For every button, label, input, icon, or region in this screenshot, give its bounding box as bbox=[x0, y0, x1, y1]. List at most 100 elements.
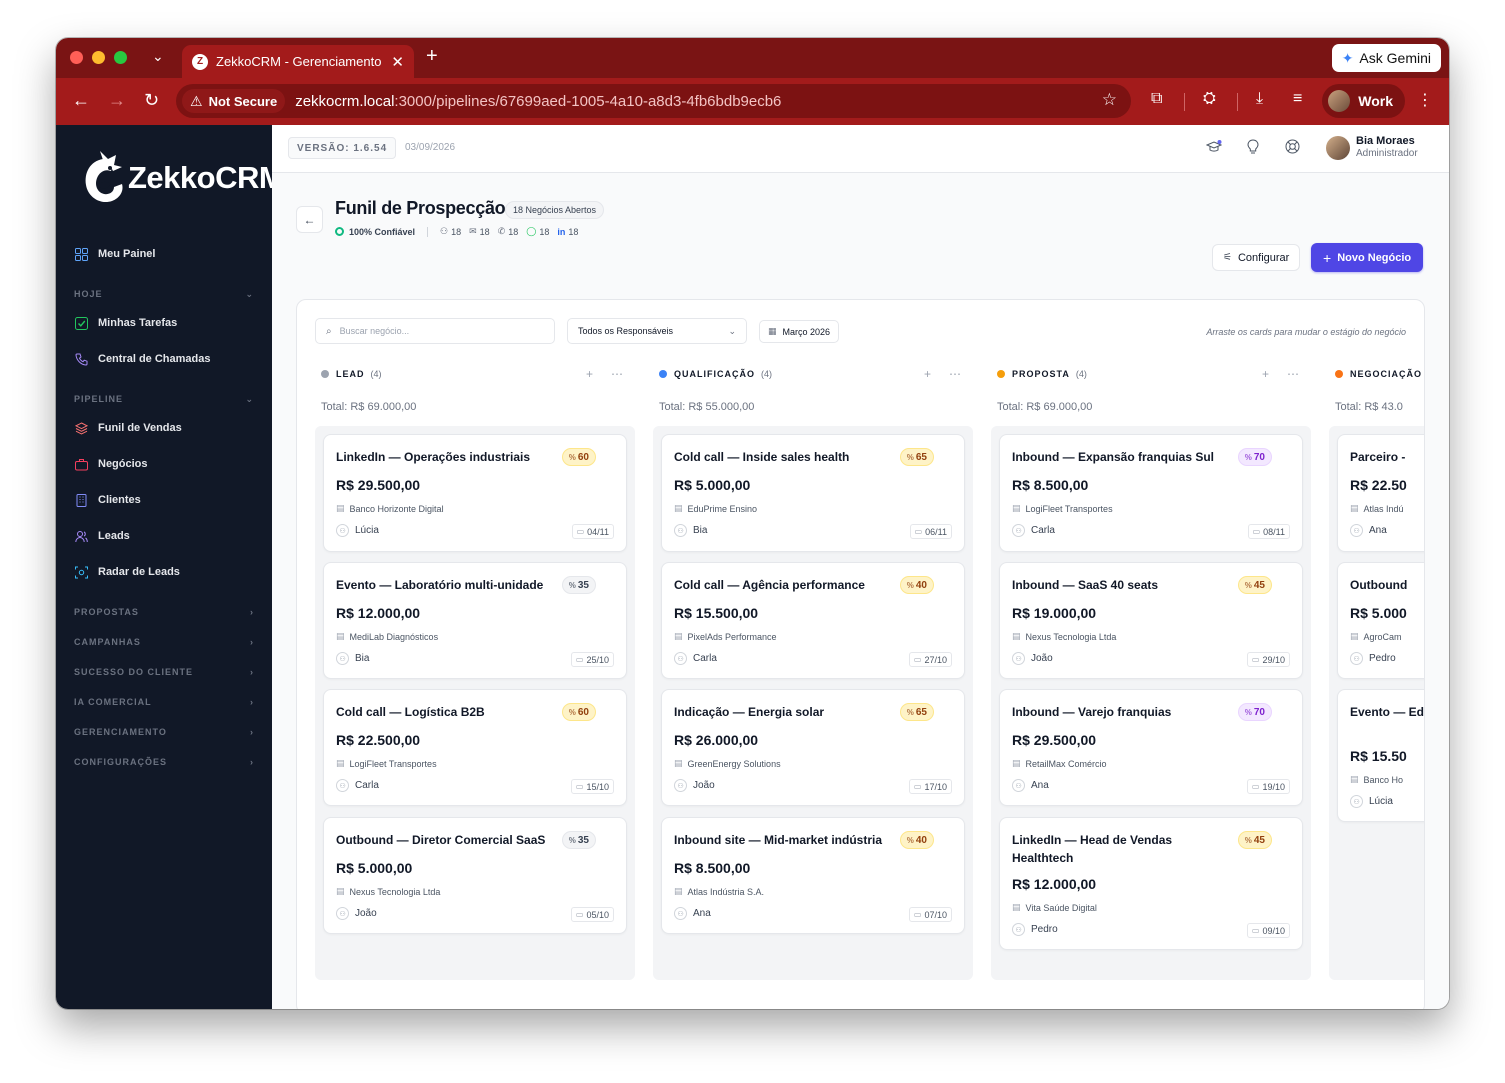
incognito-icon[interactable]: ⛭ bbox=[1203, 90, 1216, 107]
deal-date: ▭ 07/10 bbox=[908, 907, 952, 922]
column-count: (4) bbox=[370, 369, 382, 379]
brand-logo[interactable]: ZekkoCRM bbox=[80, 147, 285, 209]
security-indicator[interactable]: ⚠ Not Secure bbox=[182, 89, 286, 113]
help-lifebuoy-icon[interactable] bbox=[1285, 139, 1300, 158]
column-header: LEAD (4) bbox=[321, 369, 382, 379]
deal-card[interactable]: LinkedIn — Head de Vendas Healthtech% 45 R… bbox=[999, 817, 1303, 950]
new-deal-button[interactable]: + Novo Negócio bbox=[1311, 243, 1424, 272]
more-options-icon[interactable]: ⋯ bbox=[1287, 367, 1299, 381]
deal-card[interactable]: Inbound — SaaS 40 seats% 45 R$ 19.000,00 ▤ N… bbox=[999, 562, 1303, 679]
user-avatar[interactable] bbox=[1326, 136, 1350, 160]
lightbulb-icon[interactable] bbox=[1246, 139, 1260, 159]
company-name: Nexus Tecnologia Ltda bbox=[1025, 631, 1117, 642]
user-icon: ⚇ bbox=[674, 524, 687, 537]
close-window-button[interactable] bbox=[70, 51, 83, 64]
building-icon: ▤ bbox=[1350, 503, 1359, 513]
bookmark-star-icon[interactable]: ☆ bbox=[1101, 90, 1117, 109]
deal-date: ▭ 27/10 bbox=[908, 652, 952, 667]
sidebar-item-leads[interactable]: Leads bbox=[74, 529, 130, 543]
column-dropzone[interactable]: Parceiro - R$ 22.50 ▤ Atlas Indú ⚇ Ana Outboun… bbox=[1329, 426, 1424, 980]
sidebar-item-clientes[interactable]: Clientes bbox=[74, 493, 141, 507]
reload-icon[interactable]: ↻ bbox=[144, 90, 160, 110]
deal-card[interactable]: LinkedIn — Operações industriais% 60 R$ 29… bbox=[323, 434, 627, 552]
section-propostas[interactable]: PROPOSTAS › bbox=[74, 607, 254, 617]
section-ia-comercial[interactable]: IA COMERCIAL › bbox=[74, 697, 254, 707]
more-options-icon[interactable]: ⋯ bbox=[949, 367, 961, 381]
pipeline-stats: 100% Confiável ⚇ 18 ✉ 18 ✆ 18 ◯ 18 in 18 bbox=[335, 226, 586, 237]
sidebar-item-minhas-tarefas[interactable]: Minhas Tarefas bbox=[74, 316, 177, 330]
extensions-puzzle-icon[interactable]: ⧉ bbox=[1151, 90, 1163, 107]
company-name: EduPrime Ensino bbox=[687, 503, 758, 514]
sidebar-item-central-de-chamadas[interactable]: Central de Chamadas bbox=[74, 352, 210, 366]
section-configuracoes[interactable]: CONFIGURAÇÕES › bbox=[74, 757, 254, 767]
forward-arrow-icon[interactable]: → bbox=[108, 90, 126, 110]
deal-value: R$ 29.500,00 bbox=[336, 477, 421, 493]
deal-card[interactable]: Inbound — Varejo franquias% 70 R$ 29.500,0… bbox=[999, 689, 1303, 806]
deal-card[interactable]: Parceiro - R$ 22.50 ▤ Atlas Indú ⚇ Ana bbox=[1337, 434, 1424, 552]
column-dropzone[interactable]: Inbound — Expansão franquias Sul% 70 R$ 8.… bbox=[991, 426, 1311, 980]
graduation-cap-icon[interactable] bbox=[1205, 139, 1223, 159]
deal-card[interactable]: Inbound site — Mid-market indústria% 40 R$… bbox=[661, 817, 965, 934]
date-value: 19/10 bbox=[1262, 781, 1285, 792]
company-name: AgroCam bbox=[1363, 631, 1402, 642]
deal-card[interactable]: Inbound — Expansão franquias Sul% 70 R$ 8.… bbox=[999, 434, 1303, 552]
user-name[interactable]: Bia Moraes bbox=[1356, 135, 1415, 147]
version-date: 03/09/2026 bbox=[405, 142, 456, 153]
section-campanhas[interactable]: CAMPANHAS › bbox=[74, 637, 254, 647]
column-total: Total: R$ 69.000,00 bbox=[321, 401, 417, 413]
deal-search-input[interactable]: ⌕ Buscar negócio... bbox=[315, 318, 555, 344]
deal-card[interactable]: Indicação — Energia solar% 65 R$ 26.000,00… bbox=[661, 689, 965, 806]
new-tab-button[interactable]: + bbox=[426, 45, 438, 67]
sidebar-item-radar-de-leads[interactable]: Radar de Leads bbox=[74, 565, 180, 579]
column-dropzone[interactable]: LinkedIn — Operações industriais% 60 R$ 29… bbox=[315, 426, 635, 980]
browser-menu-icon[interactable]: ⋮ bbox=[1417, 92, 1433, 109]
sidebar-item-meu-painel[interactable]: Meu Painel bbox=[74, 247, 155, 261]
tab-search-chevron-icon[interactable]: ⌄ bbox=[152, 48, 164, 64]
sidebar-item-funil-de-vendas[interactable]: Funil de Vendas bbox=[74, 421, 182, 435]
deal-card[interactable]: Cold call — Logística B2B% 60 R$ 22.500,00… bbox=[323, 689, 627, 806]
back-button[interactable]: ← bbox=[296, 206, 323, 233]
deal-card[interactable]: Cold call — Inside sales health% 65 R$ 5.0… bbox=[661, 434, 965, 552]
percent-icon: % bbox=[568, 707, 576, 717]
minimize-window-button[interactable] bbox=[92, 51, 105, 64]
percent-icon: % bbox=[568, 580, 576, 590]
sidebar-item-negocios[interactable]: Negócios bbox=[74, 457, 148, 471]
probability-badge: % 70 bbox=[1237, 703, 1272, 721]
profile-button[interactable]: Work bbox=[1322, 84, 1405, 118]
section-gerenciamento[interactable]: GERENCIAMENTO › bbox=[74, 727, 254, 737]
browser-tab[interactable]: Z ZekkoCRM - Gerenciamento I ✕ bbox=[182, 45, 414, 78]
address-bar[interactable]: ⚠ Not Secure zekkocrm.local:3000/pipelin… bbox=[176, 84, 1131, 118]
deal-card[interactable]: Outbound — Diretor Comercial SaaS% 35 R$ 5… bbox=[323, 817, 627, 934]
configure-button[interactable]: ⚟ Configurar bbox=[1212, 244, 1301, 271]
add-card-icon[interactable]: + bbox=[1261, 367, 1269, 381]
owner-filter-select[interactable]: Todos os Responsáveis ⌄ bbox=[567, 318, 747, 344]
deal-company: ▤ LogiFleet Transportes bbox=[1012, 503, 1113, 514]
section-hoje[interactable]: HOJE ⌄ bbox=[74, 289, 254, 300]
add-card-icon[interactable]: + bbox=[923, 367, 931, 381]
deal-title: Outbound bbox=[1350, 578, 1408, 592]
section-sucesso-do-cliente[interactable]: SUCESSO DO CLIENTE › bbox=[74, 667, 254, 677]
month-picker[interactable]: ▦ Março 2026 bbox=[759, 320, 840, 343]
stat-contacts: ⚇ 18 bbox=[440, 226, 461, 237]
deal-value: R$ 5.000,00 bbox=[674, 477, 751, 493]
section-pipeline[interactable]: PIPELINE ⌄ bbox=[74, 394, 254, 405]
url-text[interactable]: zekkocrm.local:3000/pipelines/67699aed-1… bbox=[295, 93, 781, 110]
back-arrow-icon[interactable]: ← bbox=[72, 90, 90, 110]
maximize-window-button[interactable] bbox=[114, 51, 127, 64]
building-icon: ▤ bbox=[674, 631, 683, 641]
deal-card[interactable]: Evento — Educação R$ 15.50 ▤ Banco Ho⚇ Lúcia bbox=[1337, 689, 1424, 822]
close-tab-icon[interactable]: ✕ bbox=[391, 53, 404, 71]
calendar-icon: ▭ bbox=[575, 910, 584, 919]
deal-card[interactable]: Outbound R$ 5.000 ▤ AgroCam ⚇ Pedro bbox=[1337, 562, 1424, 679]
column-dropzone[interactable]: Cold call — Inside sales health% 65 R$ 5.0… bbox=[653, 426, 973, 980]
deal-card[interactable]: Cold call — Agência performance% 40 R$ 15.… bbox=[661, 562, 965, 679]
ask-gemini-button[interactable]: ✦ Ask Gemini bbox=[1331, 44, 1441, 72]
company-name: Banco Ho bbox=[1363, 774, 1404, 785]
deal-card[interactable]: Evento — Laboratório multi-unidade% 35 R$ … bbox=[323, 562, 627, 679]
download-icon[interactable]: ⤓ bbox=[1256, 90, 1264, 107]
owner-name: Carla bbox=[1031, 525, 1055, 536]
more-options-icon[interactable]: ⋯ bbox=[611, 367, 623, 381]
probability-value: 45 bbox=[1253, 579, 1265, 591]
media-queue-icon[interactable]: ≡ bbox=[1293, 90, 1303, 107]
add-card-icon[interactable]: + bbox=[585, 367, 593, 381]
